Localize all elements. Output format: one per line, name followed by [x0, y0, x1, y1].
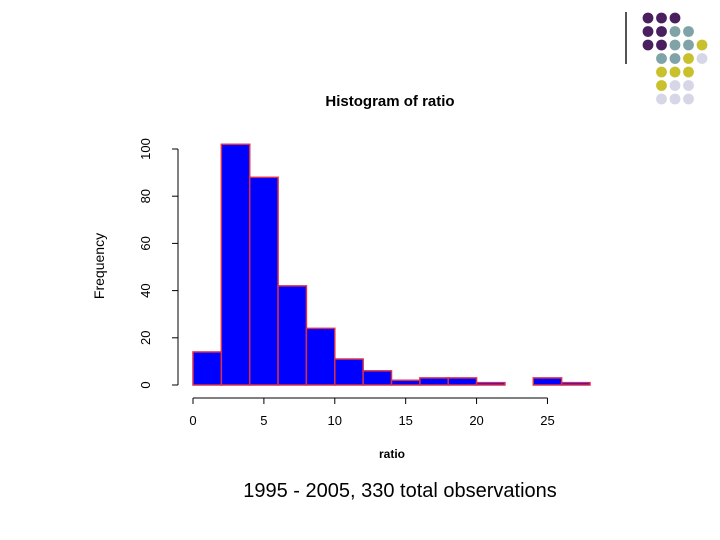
decorative-dot [642, 26, 654, 37]
x-tick-label: 0 [189, 413, 196, 428]
histogram-bar [277, 285, 308, 386]
decorative-dot [683, 39, 694, 51]
decorative-dot [683, 66, 694, 78]
y-axis-label: Frequency [91, 233, 107, 299]
y-tick-label: 60 [138, 236, 153, 250]
histogram-bar [362, 370, 393, 386]
histogram-bar [334, 358, 364, 386]
slide-caption: 1995 - 2005, 330 total observations [243, 480, 557, 502]
histogram-bar [447, 377, 478, 386]
histogram-bar [532, 377, 563, 386]
decorative-dot [656, 39, 667, 51]
histogram-bar [390, 379, 421, 386]
decorative-dot-pattern [642, 12, 708, 105]
decorative-dot [669, 93, 681, 105]
y-tick-label: 100 [138, 138, 153, 160]
y-tick-label: 0 [138, 381, 153, 388]
x-tick-label: 10 [328, 413, 342, 428]
x-axis-label: ratio [379, 447, 405, 461]
decorative-dot [656, 93, 667, 105]
decorative-dot [669, 53, 681, 64]
decorative-dot [683, 53, 694, 64]
histogram-bars [192, 143, 591, 386]
decorative-dot [696, 39, 708, 51]
x-axis: 0 5 10 15 20 25 [189, 397, 555, 428]
x-tick-label: 20 [469, 413, 483, 428]
decorative-dot [656, 80, 667, 91]
decorative-dot [642, 39, 654, 51]
x-tick-label: 25 [540, 413, 554, 428]
decorative-dot [642, 12, 654, 24]
histogram-bar [248, 176, 279, 386]
y-tick-label: 20 [138, 331, 153, 345]
decorative-dot [669, 66, 681, 78]
decorative-dot [669, 26, 681, 37]
x-tick-label: 5 [260, 413, 267, 428]
chart-title: Histogram of ratio [325, 93, 454, 110]
decorative-dot [656, 53, 667, 64]
decorative-dot [656, 26, 667, 37]
decorative-dot [669, 39, 681, 51]
histogram-bar [419, 377, 449, 386]
histogram-bar [475, 381, 506, 386]
x-tick-label: 15 [398, 413, 412, 428]
decorative-dot [656, 66, 667, 78]
histogram-plot: 0 5 10 15 20 25 0 20 40 60 80 100 [138, 138, 591, 428]
histogram-bar [192, 351, 223, 386]
histogram-bar [220, 143, 251, 386]
y-tick-label: 40 [138, 283, 153, 297]
decorative-dot [656, 12, 667, 24]
histogram-bar [305, 327, 336, 386]
y-tick-label: 80 [138, 189, 153, 203]
decorative-dot [669, 80, 681, 91]
decorative-dot [683, 26, 694, 37]
decorative-dot [683, 80, 694, 91]
histogram-bar [560, 381, 591, 386]
y-axis: 0 20 40 60 80 100 [138, 138, 179, 389]
decorative-dot [696, 53, 708, 64]
decorative-dot [669, 12, 681, 24]
decorative-dot [683, 93, 694, 105]
